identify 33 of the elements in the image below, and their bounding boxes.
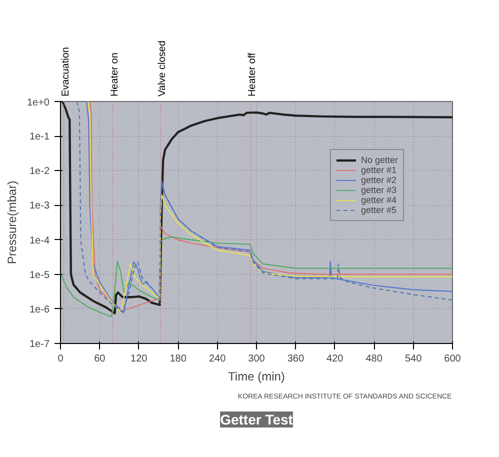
x-axis-title: Time (min) bbox=[228, 370, 285, 384]
x-tick-label: 420 bbox=[326, 354, 344, 364]
y-tick-label: 1e-1 bbox=[29, 132, 50, 143]
ref-line-label: Heater off bbox=[247, 52, 258, 97]
x-tick-label: 600 bbox=[444, 354, 462, 364]
y-tick-label: 1e-2 bbox=[29, 166, 50, 178]
text: Getter Test bbox=[220, 412, 294, 428]
legend-label: No getter bbox=[360, 155, 398, 165]
x-tick-label: 180 bbox=[170, 354, 187, 364]
x-tick-label: 480 bbox=[366, 354, 383, 364]
legend-label: getter #4 bbox=[360, 195, 396, 205]
ref-line-label: Heater on bbox=[109, 52, 120, 97]
y-tick-label: 1e-6 bbox=[29, 304, 50, 316]
y-tick-label: 1e-7 bbox=[29, 339, 50, 350]
legend-label: getter #1 bbox=[360, 165, 396, 175]
legend-label: getter #3 bbox=[360, 185, 396, 195]
x-tick-label: 360 bbox=[287, 354, 304, 364]
legend-label: getter #5 bbox=[360, 205, 396, 215]
ref-line-label: Valve closed bbox=[156, 40, 168, 97]
ref-line-label: Evacuation bbox=[60, 47, 72, 97]
x-tick-label: 0 bbox=[58, 354, 64, 364]
x-tick-label: 240 bbox=[208, 354, 226, 364]
legend-label: getter #2 bbox=[360, 175, 396, 185]
y-tick-label: 1e-4 bbox=[29, 235, 50, 246]
x-tick-label: 120 bbox=[130, 354, 148, 364]
y-tick-label: 1e+0 bbox=[26, 98, 50, 108]
line-series bbox=[60, 236, 452, 318]
x-tick-label: 300 bbox=[248, 354, 266, 364]
y-axis-title: Pressure(mbar) bbox=[4, 180, 19, 264]
y-tick-label: 1e-5 bbox=[29, 270, 50, 281]
x-tick-label: 540 bbox=[404, 354, 422, 364]
x-tick-label: 60 bbox=[94, 354, 106, 364]
y-tick-label: 1e-3 bbox=[29, 200, 50, 212]
